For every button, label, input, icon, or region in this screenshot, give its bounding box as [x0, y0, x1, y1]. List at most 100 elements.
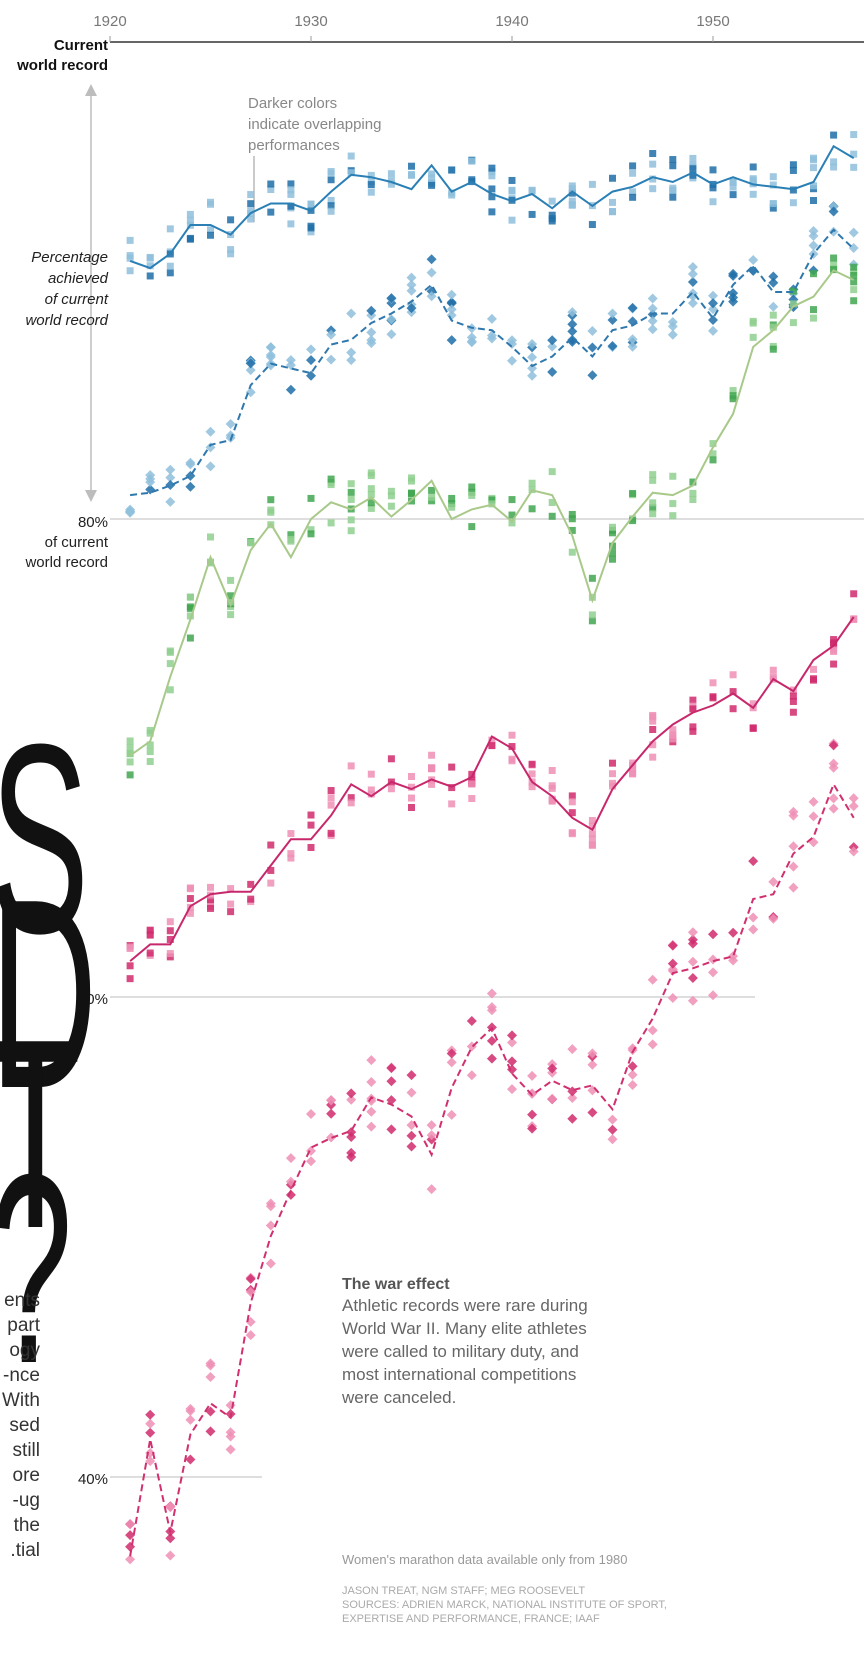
performance-marker: [768, 876, 779, 887]
performance-marker: [207, 883, 214, 891]
performance-marker: [647, 1039, 658, 1050]
performance-marker: [186, 210, 194, 218]
performance-marker: [347, 794, 355, 802]
performance-marker: [346, 1088, 357, 1099]
body-text-fragment: the: [13, 1515, 40, 1536]
performance-marker: [609, 174, 616, 182]
performance-marker: [245, 1330, 256, 1341]
performance-marker: [507, 1030, 517, 1041]
performance-marker: [769, 200, 777, 208]
performance-marker: [347, 527, 355, 535]
performance-marker: [166, 225, 174, 233]
performance-marker: [687, 298, 698, 309]
performance-marker: [406, 272, 417, 283]
performance-marker: [146, 729, 154, 737]
performance-marker: [808, 811, 819, 822]
performance-marker: [186, 634, 194, 642]
performance-marker: [488, 742, 496, 750]
performance-marker: [146, 758, 154, 766]
performance-marker: [387, 177, 395, 185]
performance-marker: [306, 1156, 316, 1167]
performance-marker: [327, 519, 335, 527]
performance-marker: [667, 329, 678, 340]
performance-marker: [709, 166, 717, 174]
performance-marker: [367, 472, 375, 480]
performance-marker: [265, 342, 276, 353]
performance-marker: [387, 487, 395, 495]
body-text-fragment: still: [12, 1440, 40, 1461]
performance-marker: [146, 748, 154, 756]
performance-marker: [126, 236, 134, 244]
performance-marker: [186, 909, 194, 917]
performance-marker: [267, 879, 275, 887]
performance-marker: [346, 355, 357, 366]
performance-marker: [689, 478, 697, 486]
performance-marker: [568, 830, 576, 838]
performance-marker: [207, 559, 214, 567]
performance-marker: [326, 329, 337, 340]
performance-marker: [708, 967, 718, 978]
performance-marker: [326, 1095, 337, 1106]
body-text-fragment: sed: [9, 1415, 40, 1436]
performance-marker: [609, 542, 616, 550]
performance-marker: [205, 1372, 216, 1383]
performance-marker: [428, 170, 436, 178]
performance-marker: [788, 841, 799, 852]
performance-marker: [387, 170, 395, 178]
performance-marker: [649, 725, 657, 733]
performance-marker: [768, 301, 779, 312]
performance-marker: [227, 576, 235, 584]
performance-marker: [428, 181, 436, 189]
performance-marker: [428, 486, 436, 494]
performance-marker: [347, 152, 355, 160]
headline-fragment-question: ?: [0, 1135, 73, 1405]
performance-marker: [587, 1048, 598, 1059]
performance-marker: [466, 1070, 477, 1081]
performance-marker: [367, 504, 375, 512]
performance-marker: [689, 154, 697, 162]
performance-marker: [850, 590, 858, 598]
performance-marker: [185, 1414, 196, 1425]
year-label: 1930: [294, 13, 327, 30]
performance-marker: [346, 1147, 357, 1158]
performance-marker: [307, 222, 315, 230]
performance-marker: [327, 169, 335, 177]
performance-marker: [567, 307, 578, 318]
performance-marker: [687, 934, 698, 945]
performance-marker: [568, 526, 576, 534]
performance-marker: [689, 696, 697, 704]
performance-marker: [267, 180, 275, 188]
performance-marker: [667, 940, 678, 951]
performance-marker: [627, 1061, 638, 1072]
performance-marker: [488, 185, 496, 193]
body-text-fragment: ug-: [12, 1490, 40, 1511]
performance-marker: [588, 611, 596, 619]
performance-marker: [225, 430, 236, 441]
performance-marker: [828, 226, 839, 237]
performance-marker: [448, 800, 456, 808]
performance-marker: [446, 304, 457, 315]
performance-marker: [810, 154, 817, 162]
performance-marker: [850, 286, 858, 294]
pct40-label: 40%: [78, 1471, 108, 1488]
performance-marker: [830, 254, 838, 262]
performance-marker: [166, 935, 174, 943]
performance-marker: [647, 315, 658, 326]
performance-marker: [287, 537, 295, 545]
performance-marker: [387, 755, 395, 763]
performance-marker: [567, 326, 578, 337]
performance-marker: [367, 171, 375, 179]
performance-marker: [387, 502, 395, 510]
performance-marker: [488, 736, 496, 744]
performance-marker: [749, 319, 757, 327]
performance-marker: [468, 157, 476, 165]
performance-marker: [728, 927, 739, 938]
performance-marker: [486, 1035, 497, 1046]
performance-marker: [247, 191, 255, 199]
performance-marker: [848, 846, 859, 857]
performance-marker: [327, 481, 335, 489]
series-line-blue-solid: [129, 144, 855, 270]
performance-marker: [507, 355, 517, 366]
performance-marker: [769, 311, 777, 319]
performance-marker: [125, 1554, 136, 1565]
